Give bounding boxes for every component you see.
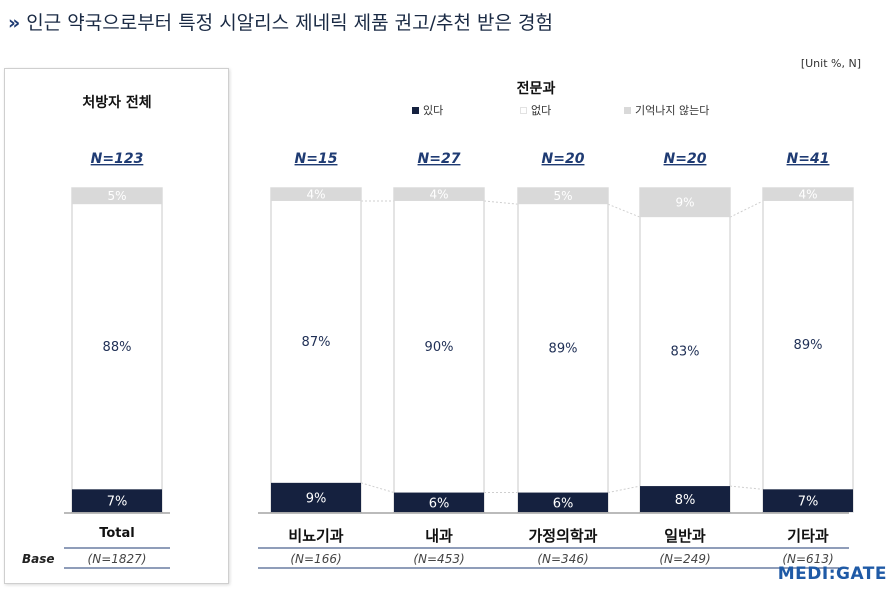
bar-dontknow-urology (271, 188, 361, 201)
n-label-other: N=41 (787, 151, 830, 167)
n-label-family: N=20 (542, 151, 585, 167)
legend-dontknow-swatch (624, 106, 631, 114)
category-label-other: 기타과 (787, 527, 829, 545)
label-dontknow-general: 9% (675, 196, 694, 210)
base-n-internal: (N=453) (413, 552, 464, 566)
bar-no-family (517, 187, 609, 513)
connector-yes-family (607, 485, 641, 494)
chevron-right-icon: » (8, 12, 21, 34)
label-dontknow-total: 5% (107, 189, 126, 203)
category-label-family: 가정의학과 (528, 527, 597, 545)
category-label-internal: 내과 (425, 527, 453, 545)
legend-yes-label: 있다 (423, 104, 444, 117)
n-label-general: N=20 (664, 151, 707, 167)
label-no-internal: 90% (425, 340, 454, 355)
label-yes-family: 6% (553, 496, 574, 511)
n-label-urology: N=15 (295, 151, 338, 167)
base-n-urology: (N=166) (290, 552, 341, 566)
category-label-urology: 비뇨기과 (288, 527, 343, 545)
bar-yes-total (72, 489, 162, 512)
label-no-other: 89% (794, 338, 823, 353)
label-dontknow-urology: 4% (306, 187, 325, 201)
legend-dontknow-label: 기억나지 않는다 (635, 104, 710, 117)
bar-no-other (762, 187, 854, 513)
connector-yes-urology (360, 482, 395, 494)
bar-yes-internal (394, 492, 484, 512)
connector-dontknow-family (607, 203, 641, 218)
label-yes-internal: 6% (429, 496, 450, 511)
label-yes-total: 7% (107, 495, 128, 510)
bar-yes-general (640, 486, 730, 512)
category-label-general: 일반과 (664, 527, 706, 545)
unit-label: [Unit %, N] (800, 57, 861, 70)
bar-dontknow-total (72, 188, 162, 205)
connector-yes-general (729, 485, 764, 490)
bar-dontknow-general (640, 188, 730, 218)
legend-no: 없다 (520, 102, 551, 118)
label-yes-general: 8% (675, 493, 696, 508)
label-no-family: 89% (549, 341, 578, 356)
bar-no-internal (393, 187, 485, 513)
bar-yes-other (763, 489, 853, 512)
legend-no-label: 없다 (531, 104, 552, 117)
label-no-general: 83% (671, 345, 700, 360)
label-yes-urology: 9% (306, 491, 327, 506)
label-dontknow-family: 5% (553, 189, 572, 203)
base-n-other: (N=613) (782, 552, 833, 566)
base-n-general: (N=249) (659, 552, 710, 566)
medigate-logo: MEDI:GATE (777, 564, 887, 584)
legend-yes: 있다 (412, 102, 443, 118)
n-label-total: N=123 (91, 151, 144, 167)
bar-dontknow-other (763, 188, 853, 201)
label-dontknow-other: 4% (798, 187, 817, 201)
label-no-urology: 87% (302, 335, 331, 350)
page-title-text: 인근 약국으로부터 특정 시알리스 제네릭 제품 권고/추천 받은 경험 (26, 12, 553, 34)
legend-no-swatch (520, 106, 527, 114)
legend-dontknow: 기억나지 않는다 (624, 102, 709, 118)
base-n-family: (N=346) (537, 552, 588, 566)
base-label: Base (22, 552, 55, 566)
specialty-group-title: 전문과 (516, 81, 556, 97)
bar-dontknow-family (518, 188, 608, 205)
total-panel (4, 68, 229, 584)
connector-dontknow-internal (483, 200, 519, 205)
bar-yes-urology (271, 482, 361, 512)
label-dontknow-internal: 4% (429, 187, 448, 201)
bar-dontknow-internal (394, 188, 484, 201)
total-panel-title: 처방자 전체 (82, 95, 152, 111)
bar-no-urology (270, 187, 362, 513)
connector-dontknow-general (729, 200, 764, 218)
base-n-total: (N=1827) (88, 552, 147, 566)
label-no-total: 88% (103, 340, 132, 355)
bar-yes-family (518, 492, 608, 512)
category-label-total: Total (99, 526, 135, 541)
page-title: » 인근 약국으로부터 특정 시알리스 제네릭 제품 권고/추천 받은 경험 (8, 8, 553, 35)
n-label-internal: N=27 (418, 151, 461, 167)
legend-yes-swatch (412, 106, 419, 114)
label-yes-other: 7% (798, 495, 819, 510)
